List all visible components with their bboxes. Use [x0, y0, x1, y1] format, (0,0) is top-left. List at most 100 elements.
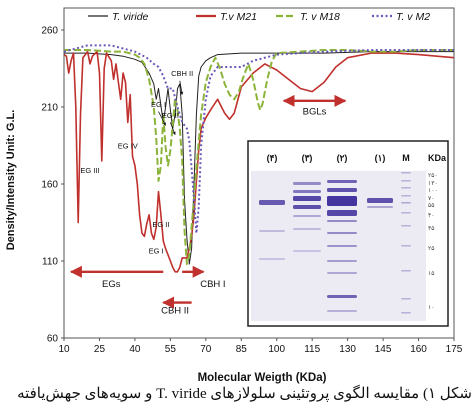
gel-band [401, 180, 411, 182]
series-line-4 [64, 44, 454, 235]
gel-marker-label: ۴۰ [428, 213, 434, 219]
y-tick-label: 110 [42, 257, 58, 268]
x-tick-label: 40 [129, 344, 141, 355]
gel-marker-label: ۱۰۰ [428, 188, 438, 194]
y-tick-label: 260 [41, 26, 58, 37]
x-tick-label: 115 [304, 344, 320, 355]
gel-band [367, 206, 393, 208]
annotation-3: EG II [152, 220, 169, 229]
gel-band [327, 272, 357, 274]
gel-band [327, 245, 357, 247]
annotation-9: CBH II [161, 305, 189, 316]
gel-band [327, 295, 357, 298]
gel-marker-label: ۳۵ [428, 226, 434, 232]
gel-band [401, 195, 411, 197]
gel-unit-label: KDa [428, 153, 447, 163]
annotation-11: EGs [102, 279, 121, 290]
annotation-1: EG III [80, 166, 99, 175]
gel-band [327, 232, 357, 234]
gel-band [327, 310, 357, 312]
gel-lane-label-1: (۴) [267, 153, 278, 163]
x-tick-label: 85 [236, 344, 248, 355]
annotation-7: CBH II [171, 69, 193, 78]
gel-lane-label-2: (۳) [302, 153, 313, 163]
x-tick-label: 10 [58, 344, 70, 355]
gel-band [293, 205, 321, 209]
legend-label-2: T.v M21 [220, 11, 257, 23]
gel-band [293, 190, 321, 193]
gel-lane-label-5: M [402, 153, 410, 163]
x-tick-label: 70 [200, 344, 212, 355]
series-line-1 [64, 51, 454, 265]
plot-frame [63, 7, 455, 339]
pointer-arrow-2 [169, 122, 176, 136]
series-group [64, 44, 454, 273]
legend-label-1: T. viride [112, 11, 149, 23]
gel-band [293, 215, 321, 217]
gel-band [401, 270, 411, 272]
gel-marker-label: ۲۵ [428, 246, 434, 252]
annotation-4: EG I [149, 246, 164, 255]
pointer-arrow-1 [158, 111, 166, 126]
gel-band [367, 198, 393, 203]
x-tick-label: 175 [446, 344, 463, 355]
gel-marker-label: ۵۵ [428, 203, 434, 209]
gel-band [327, 220, 357, 222]
y-tick-label: 60 [47, 334, 59, 345]
figure-caption: شکل ۱) مقایسه الگوی پروتئینی سلولازهای T… [17, 386, 472, 402]
gel-marker-label: ۱۰ [428, 305, 434, 311]
y-axis-label: Density/Intensity Unit: G.L. [5, 110, 17, 251]
series-line-3 [64, 49, 454, 266]
x-tick-label: 100 [268, 344, 285, 355]
gel-band [327, 260, 357, 262]
annotation-6: EG II [162, 111, 179, 120]
x-tick-label: 55 [165, 344, 177, 355]
legend: T. viride T.v M21 T. v M18 T. v M2 [88, 11, 430, 23]
gel-band [293, 228, 321, 230]
annotation-10: BGLs [303, 107, 327, 118]
pointer-arrow-3 [179, 80, 184, 95]
series-line-2 [64, 50, 454, 273]
x-tick-label: 130 [339, 344, 356, 355]
gel-band [401, 225, 411, 227]
gel-marker-label: ۱۵ [428, 271, 434, 277]
x-tick-label: 25 [94, 344, 106, 355]
gel-band [401, 172, 411, 174]
gel-marker-label: ۱۳۰ [428, 181, 438, 187]
gel-lane-label-3: (۲) [337, 153, 348, 163]
x-tick-label: 145 [375, 344, 392, 355]
gel-band [401, 245, 411, 247]
y-tick-label: 210 [41, 103, 58, 114]
gel-band [401, 212, 411, 214]
y-tick-label: 160 [41, 180, 58, 191]
gel-band [259, 230, 285, 232]
axes: 10 25 40 55 70 85 100 115 130 145 160 175 60 110 160 21… [41, 7, 463, 355]
gel-lane-label-4: (۱) [375, 153, 386, 163]
x-axis-label: Molecular Weigth (KDa) [198, 372, 327, 384]
gel-marker-label: ۲۵۰ [428, 173, 438, 179]
gel-lanes [259, 172, 411, 314]
annotation-8: CBH I [200, 279, 225, 290]
gel-band [401, 202, 411, 204]
gel-band [327, 210, 357, 216]
gel-band [401, 187, 411, 189]
gel-band [293, 182, 321, 185]
gel-marker-label: ۷۰ [428, 196, 434, 202]
legend-label-3: T. v M18 [300, 11, 340, 23]
gel-band [293, 250, 321, 252]
gel-band [401, 298, 411, 300]
gel-band [327, 180, 357, 183]
x-tick-label: 160 [410, 344, 427, 355]
gel-band [401, 312, 411, 314]
legend-label-4: T. v M2 [396, 11, 430, 23]
gel-band [259, 258, 285, 260]
gel-lane-labels: (۴) (۳) (۲) (۱) M KDa [267, 153, 447, 163]
gel-band [327, 188, 357, 192]
annotation-5: EG I [151, 100, 166, 109]
annotation-2: EG IV [118, 142, 138, 151]
annotations: EG III EG IV EG II EG I EG I EG II CBH II CBH I… [69, 69, 347, 316]
gel-band [327, 196, 357, 206]
